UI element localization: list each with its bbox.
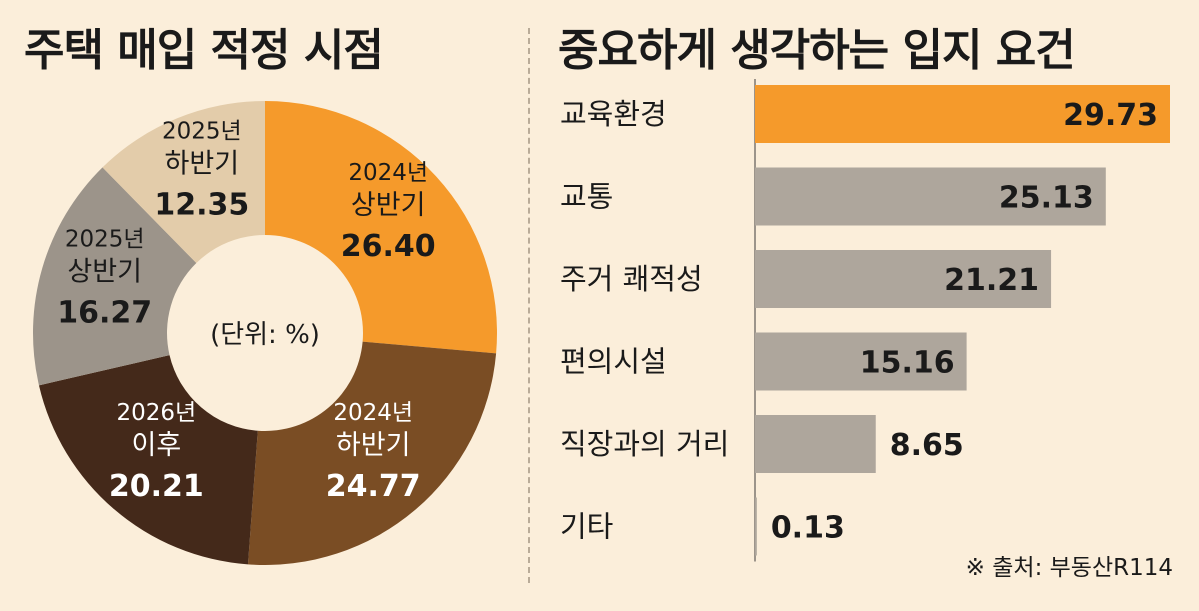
slice-period: 상반기 <box>351 190 426 221</box>
bar <box>755 415 876 473</box>
donut-chart: 2024년상반기26.402024년하반기24.772026년이후20.2120… <box>33 101 497 565</box>
slice-value: 24.77 <box>326 469 421 504</box>
slice-period: 하반기 <box>336 430 411 461</box>
bar-category-label: 주거 쾌적성 <box>560 262 703 296</box>
slice-period: 이후 <box>131 430 181 461</box>
bar <box>755 250 1052 308</box>
slice-year: 2026년 <box>116 400 196 426</box>
slice-period: 하반기 <box>165 148 240 179</box>
panel-divider <box>528 28 530 583</box>
bar-category-label: 편의시설 <box>560 345 667 379</box>
left-chart-title: 주택 매입 적정 시점 <box>24 25 384 76</box>
donut-slice <box>33 167 197 386</box>
bar-value-label: 0.13 <box>771 511 845 546</box>
donut-slice <box>38 355 258 565</box>
donut-slice <box>102 101 266 264</box>
slice-year: 2024년 <box>333 400 413 426</box>
slice-year: 2025년 <box>65 226 145 252</box>
bar-category-label: 기타 <box>560 510 613 544</box>
bar-value-label: 21.21 <box>944 263 1039 298</box>
slice-year: 2025년 <box>162 118 242 144</box>
bar <box>755 85 1170 143</box>
bar-value-label: 15.16 <box>860 346 955 381</box>
bar-value-label: 8.65 <box>890 428 964 463</box>
donut-slice <box>247 341 497 565</box>
slice-value: 26.40 <box>341 229 436 264</box>
bar <box>755 497 757 556</box>
source-note: ※ 출처: 부동산R114 <box>965 555 1173 581</box>
slice-value: 12.35 <box>154 187 249 222</box>
right-chart-title: 중요하게 생각하는 입지 요건 <box>558 25 1076 76</box>
donut-slice <box>265 101 497 354</box>
slice-year: 2024년 <box>348 160 428 186</box>
bar-category-label: 교육환경 <box>560 97 667 131</box>
donut-center-label: (단위: %) <box>210 320 320 350</box>
bar-value-label: 29.73 <box>1063 98 1158 133</box>
bar-value-label: 25.13 <box>999 181 1094 216</box>
bar <box>755 167 1106 226</box>
slice-value: 20.21 <box>109 469 204 504</box>
bar <box>755 332 967 391</box>
bar-category-label: 직장과의 거리 <box>560 427 729 461</box>
bar-category-label: 교통 <box>560 180 613 214</box>
slice-period: 상반기 <box>67 256 142 287</box>
slice-value: 16.27 <box>57 295 152 330</box>
